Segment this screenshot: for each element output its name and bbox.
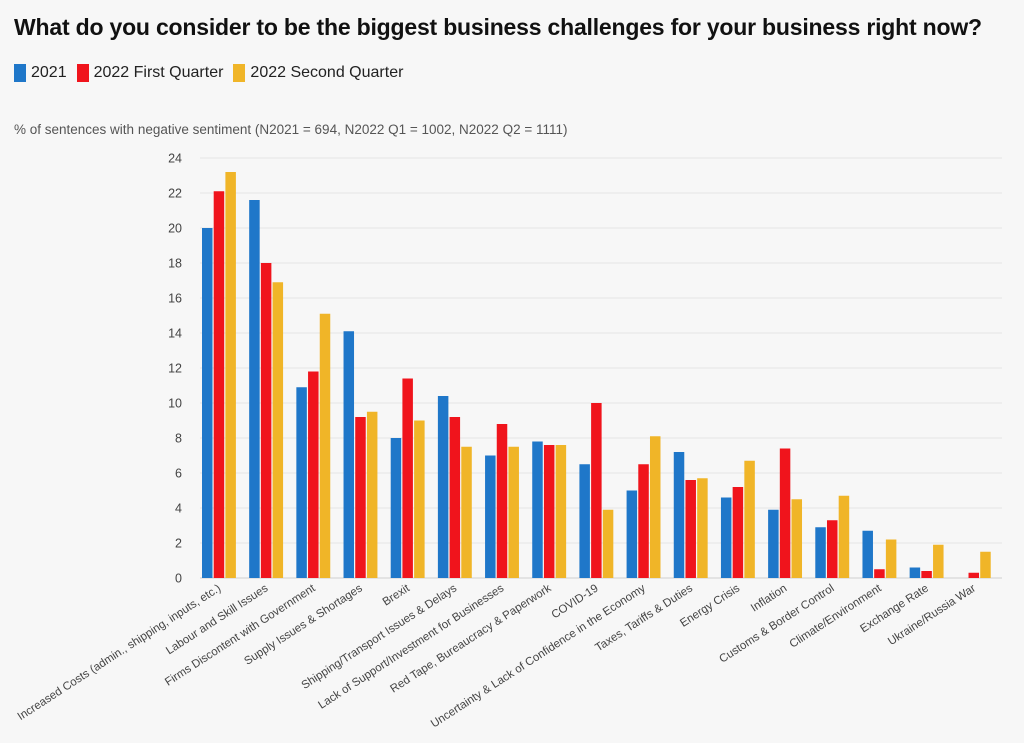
bar-2022-first-quarter[interactable] [732, 487, 744, 578]
y-tick-label: 10 [168, 397, 182, 411]
bar-2022-second-quarter[interactable] [838, 495, 850, 578]
bar-2022-first-quarter[interactable] [685, 480, 696, 578]
legend-item-2021[interactable]: 2021 [14, 64, 67, 82]
bar-2022-first-quarter[interactable] [779, 448, 791, 579]
bar-2022-second-quarter[interactable] [225, 172, 236, 578]
legend: 2021 2022 First Quarter 2022 Second Quar… [14, 64, 413, 82]
y-tick-label: 2 [175, 537, 182, 551]
x-tick-label: Inflation [749, 582, 789, 614]
bar-2022-second-quarter[interactable] [272, 282, 284, 578]
bar-2022-second-quarter[interactable] [649, 436, 661, 578]
bar-2022-second-quarter[interactable] [980, 551, 991, 578]
bar-2022-second-quarter[interactable] [555, 445, 567, 578]
legend-label-2022-q1: 2022 First Quarter [93, 64, 224, 81]
bar-2021[interactable] [249, 200, 260, 578]
bar-2021[interactable] [862, 530, 873, 578]
bar-2022-first-quarter[interactable] [826, 520, 838, 578]
bar-2022-first-quarter[interactable] [638, 464, 649, 578]
x-tick-label: Ukraine/Russia War [886, 582, 978, 648]
legend-item-2022-q1[interactable]: 2022 First Quarter [76, 64, 224, 82]
x-tick-label: Uncertainty & Lack of Confidence in the … [429, 582, 648, 730]
y-tick-label: 6 [175, 467, 182, 481]
legend-swatch-2022-q1 [76, 64, 89, 82]
bar-2022-first-quarter[interactable] [308, 371, 319, 579]
y-tick-label: 16 [168, 292, 182, 306]
bar-2022-second-quarter[interactable] [366, 411, 378, 578]
bar-2022-second-quarter[interactable] [697, 478, 708, 578]
bar-2021[interactable] [202, 228, 213, 578]
y-tick-label: 24 [168, 152, 182, 166]
legend-label-2022-q2: 2022 Second Quarter [250, 64, 404, 81]
x-tick-label: Increased Costs (admin., shipping, input… [16, 582, 224, 723]
bar-2022-first-quarter[interactable] [213, 191, 225, 578]
legend-label-2021: 2021 [31, 64, 67, 81]
legend-swatch-2021 [14, 64, 26, 82]
bar-2021[interactable] [485, 455, 496, 579]
bar-2022-first-quarter[interactable] [921, 571, 932, 578]
bar-2022-second-quarter[interactable] [319, 313, 331, 578]
bar-2021[interactable] [909, 567, 921, 579]
bar-2021[interactable] [532, 441, 543, 579]
bar-2021[interactable] [390, 438, 402, 578]
bar-2021[interactable] [626, 490, 638, 579]
bar-2022-first-quarter[interactable] [355, 417, 366, 578]
bar-2022-second-quarter[interactable] [791, 499, 803, 578]
bar-2022-second-quarter[interactable] [933, 544, 944, 578]
y-tick-label: 4 [175, 502, 182, 516]
legend-item-2022-q2[interactable]: 2022 Second Quarter [233, 64, 403, 82]
chart-subtitle: % of sentences with negative sentiment (… [14, 122, 568, 137]
bar-2021[interactable] [579, 464, 590, 578]
bar-2022-second-quarter[interactable] [602, 509, 614, 578]
y-tick-label: 18 [168, 257, 182, 271]
y-tick-label: 8 [175, 432, 182, 446]
bar-2022-first-quarter[interactable] [968, 572, 980, 578]
bar-2022-first-quarter[interactable] [591, 403, 602, 578]
bar-2022-first-quarter[interactable] [543, 445, 555, 578]
bar-2022-first-quarter[interactable] [496, 424, 508, 578]
y-tick-label: 22 [168, 187, 182, 201]
bar-2021[interactable] [768, 509, 779, 578]
bar-2021[interactable] [343, 331, 355, 578]
y-tick-label: 0 [175, 572, 182, 586]
y-tick-label: 14 [168, 327, 182, 341]
bar-2021[interactable] [437, 396, 449, 578]
bar-2022-first-quarter[interactable] [260, 263, 272, 578]
bar-2021[interactable] [673, 452, 685, 578]
legend-swatch-2022-q2 [233, 64, 246, 82]
bar-2022-second-quarter[interactable] [508, 446, 519, 578]
bar-2022-first-quarter[interactable] [402, 378, 413, 579]
bar-2021[interactable] [815, 527, 826, 578]
y-tick-label: 20 [168, 222, 182, 236]
bar-2021[interactable] [296, 387, 307, 578]
bar-2022-second-quarter[interactable] [744, 460, 755, 578]
bar-2022-first-quarter[interactable] [874, 569, 885, 578]
bar-2021[interactable] [720, 497, 732, 579]
bar-2022-second-quarter[interactable] [461, 446, 472, 578]
bar-2022-second-quarter[interactable] [885, 539, 897, 579]
y-tick-label: 12 [168, 362, 182, 376]
chart-title: What do you consider to be the biggest b… [14, 14, 982, 40]
bar-2022-first-quarter[interactable] [449, 417, 461, 578]
bar-2022-second-quarter[interactable] [414, 420, 425, 579]
x-tick-label: Brexit [381, 582, 413, 609]
